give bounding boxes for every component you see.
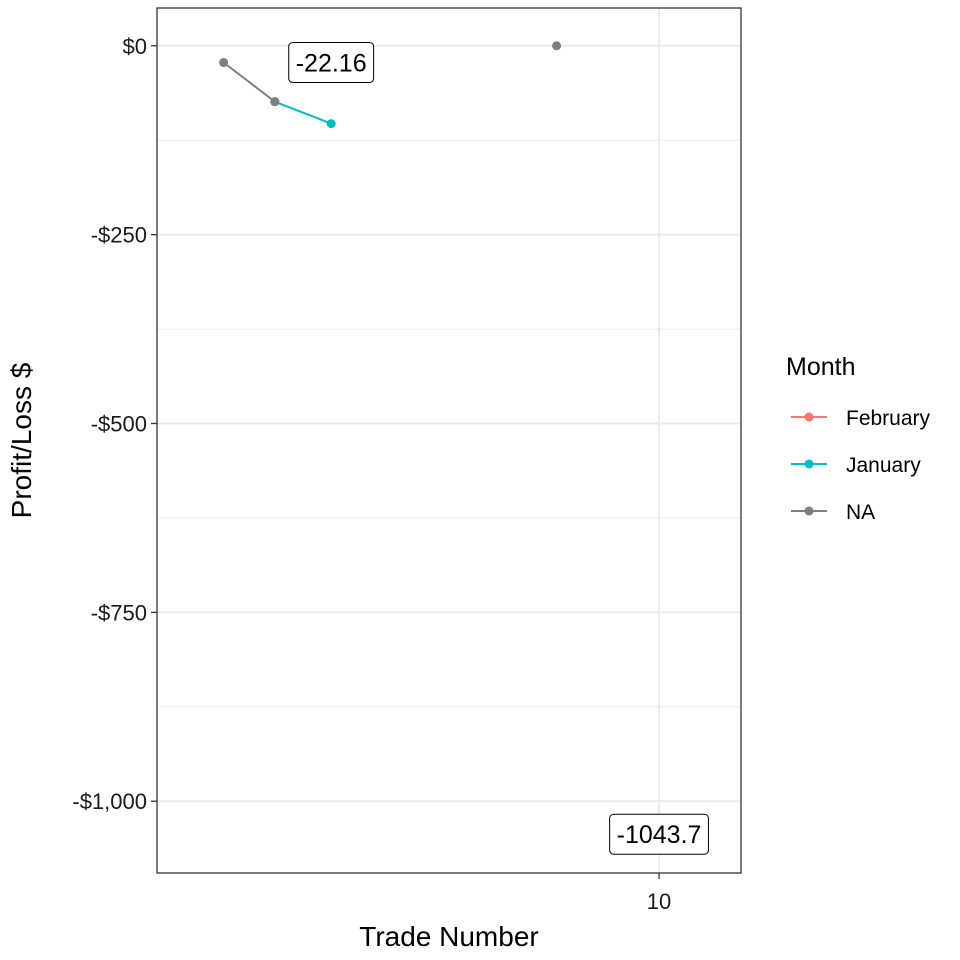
y-tick-label: -$500 bbox=[91, 412, 147, 437]
annotations: -22.16 -1043.7 bbox=[288, 42, 709, 855]
y-tick-label: $0 bbox=[123, 34, 147, 59]
legend: Month February January NA bbox=[786, 353, 931, 524]
series-line-na bbox=[222, 61, 276, 103]
data-label-box bbox=[609, 813, 709, 855]
y-tick-label: -$1,000 bbox=[72, 789, 147, 814]
legend-key-point bbox=[804, 412, 814, 422]
legend-entry: NA bbox=[791, 501, 875, 524]
legend-key-point bbox=[804, 459, 814, 469]
data-point-na bbox=[552, 41, 562, 51]
legend-key-point bbox=[804, 506, 814, 516]
x-tick-label: 10 bbox=[647, 889, 671, 914]
data-point-na bbox=[219, 58, 229, 68]
series-lines bbox=[222, 61, 332, 125]
grid bbox=[157, 8, 741, 873]
legend-label: NA bbox=[846, 501, 875, 524]
y-axis-title: Profit/Loss $ bbox=[6, 362, 37, 518]
data-label: -22.16 bbox=[288, 42, 375, 84]
legend-title: Month bbox=[786, 353, 855, 381]
x-axis-title: Trade Number bbox=[359, 921, 538, 952]
data-point-na bbox=[270, 97, 280, 107]
data-label-box bbox=[288, 42, 375, 84]
legend-label: February bbox=[846, 407, 931, 430]
legend-entry: February bbox=[791, 407, 931, 430]
series-line-january bbox=[274, 100, 332, 125]
y-tick-label: -$250 bbox=[91, 223, 147, 248]
legend-label: January bbox=[846, 454, 921, 477]
data-label: -1043.7 bbox=[609, 813, 709, 855]
data-label-text: -1043.7 bbox=[617, 821, 702, 849]
y-ticks: $0 -$250 -$500 -$750 -$1,000 bbox=[72, 34, 157, 814]
panel-border bbox=[156, 7, 742, 874]
x-ticks: 10 bbox=[647, 873, 671, 914]
series-points bbox=[219, 41, 562, 129]
data-label-text: -22.16 bbox=[296, 50, 367, 78]
legend-entry: January bbox=[791, 454, 921, 477]
data-point-january bbox=[326, 119, 336, 129]
y-tick-label: -$750 bbox=[91, 600, 147, 625]
